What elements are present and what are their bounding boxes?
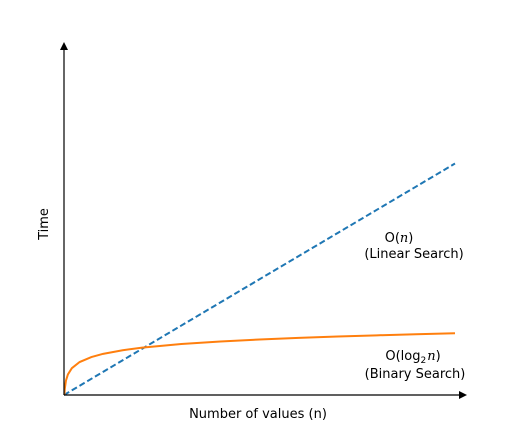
svg-text:(Binary Search): (Binary Search) [365, 367, 466, 382]
svg-text:O(n): O(n) [385, 231, 414, 246]
series-label-linear: O(n) (Linear Search) [364, 231, 463, 262]
series-label-binary: O(log2n) (Binary Search) [365, 349, 466, 382]
svg-text:O(log2n): O(log2n) [385, 349, 440, 366]
series-line-linear-search [63, 162, 456, 396]
series-layer [63, 162, 456, 396]
y-axis-label: Time [37, 208, 52, 241]
x-axis-label: Number of values (n) [189, 407, 327, 422]
series-line-binary-search [63, 332, 456, 396]
svg-text:(Linear Search): (Linear Search) [364, 247, 463, 262]
